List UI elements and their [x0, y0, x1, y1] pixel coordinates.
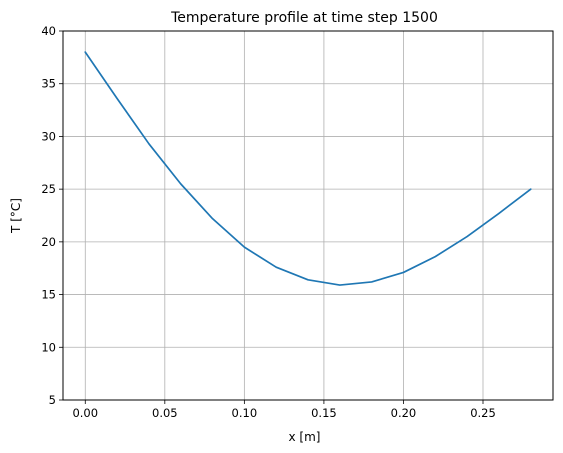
y-axis: 5 10 15 20 25 30 35 40 — [41, 24, 63, 407]
y-tick-label: 20 — [41, 235, 56, 249]
x-tick-label: 0.25 — [470, 406, 496, 420]
x-tick-label: 0.20 — [391, 406, 417, 420]
y-tick-label: 40 — [41, 24, 56, 38]
temperature-series-line — [84, 51, 532, 286]
x-tick-label: 0.00 — [72, 406, 98, 420]
x-tick-label: 0.15 — [311, 406, 337, 420]
y-tick-label: 30 — [41, 129, 56, 143]
x-tick-label: 0.05 — [152, 406, 178, 420]
x-axis-label: x [m] — [289, 430, 321, 444]
y-tick-label: 10 — [41, 340, 56, 354]
y-tick-label: 35 — [41, 77, 56, 91]
plot-frame — [62, 30, 554, 401]
x-tick-label: 0.10 — [232, 406, 258, 420]
series-group — [84, 51, 532, 286]
chart-title: Temperature profile at time step 1500 — [170, 10, 438, 26]
y-tick-label: 25 — [41, 182, 56, 196]
x-axis: 0.00 0.05 0.10 0.15 0.20 0.25 — [72, 400, 496, 420]
y-tick-label: 15 — [41, 288, 56, 302]
y-axis-label: T [°C] — [9, 198, 23, 234]
y-tick-label: 5 — [49, 393, 56, 407]
